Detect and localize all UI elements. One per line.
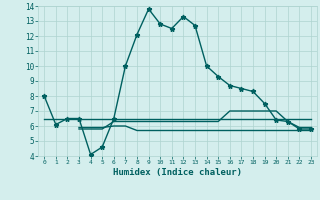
X-axis label: Humidex (Indice chaleur): Humidex (Indice chaleur)	[113, 168, 242, 177]
